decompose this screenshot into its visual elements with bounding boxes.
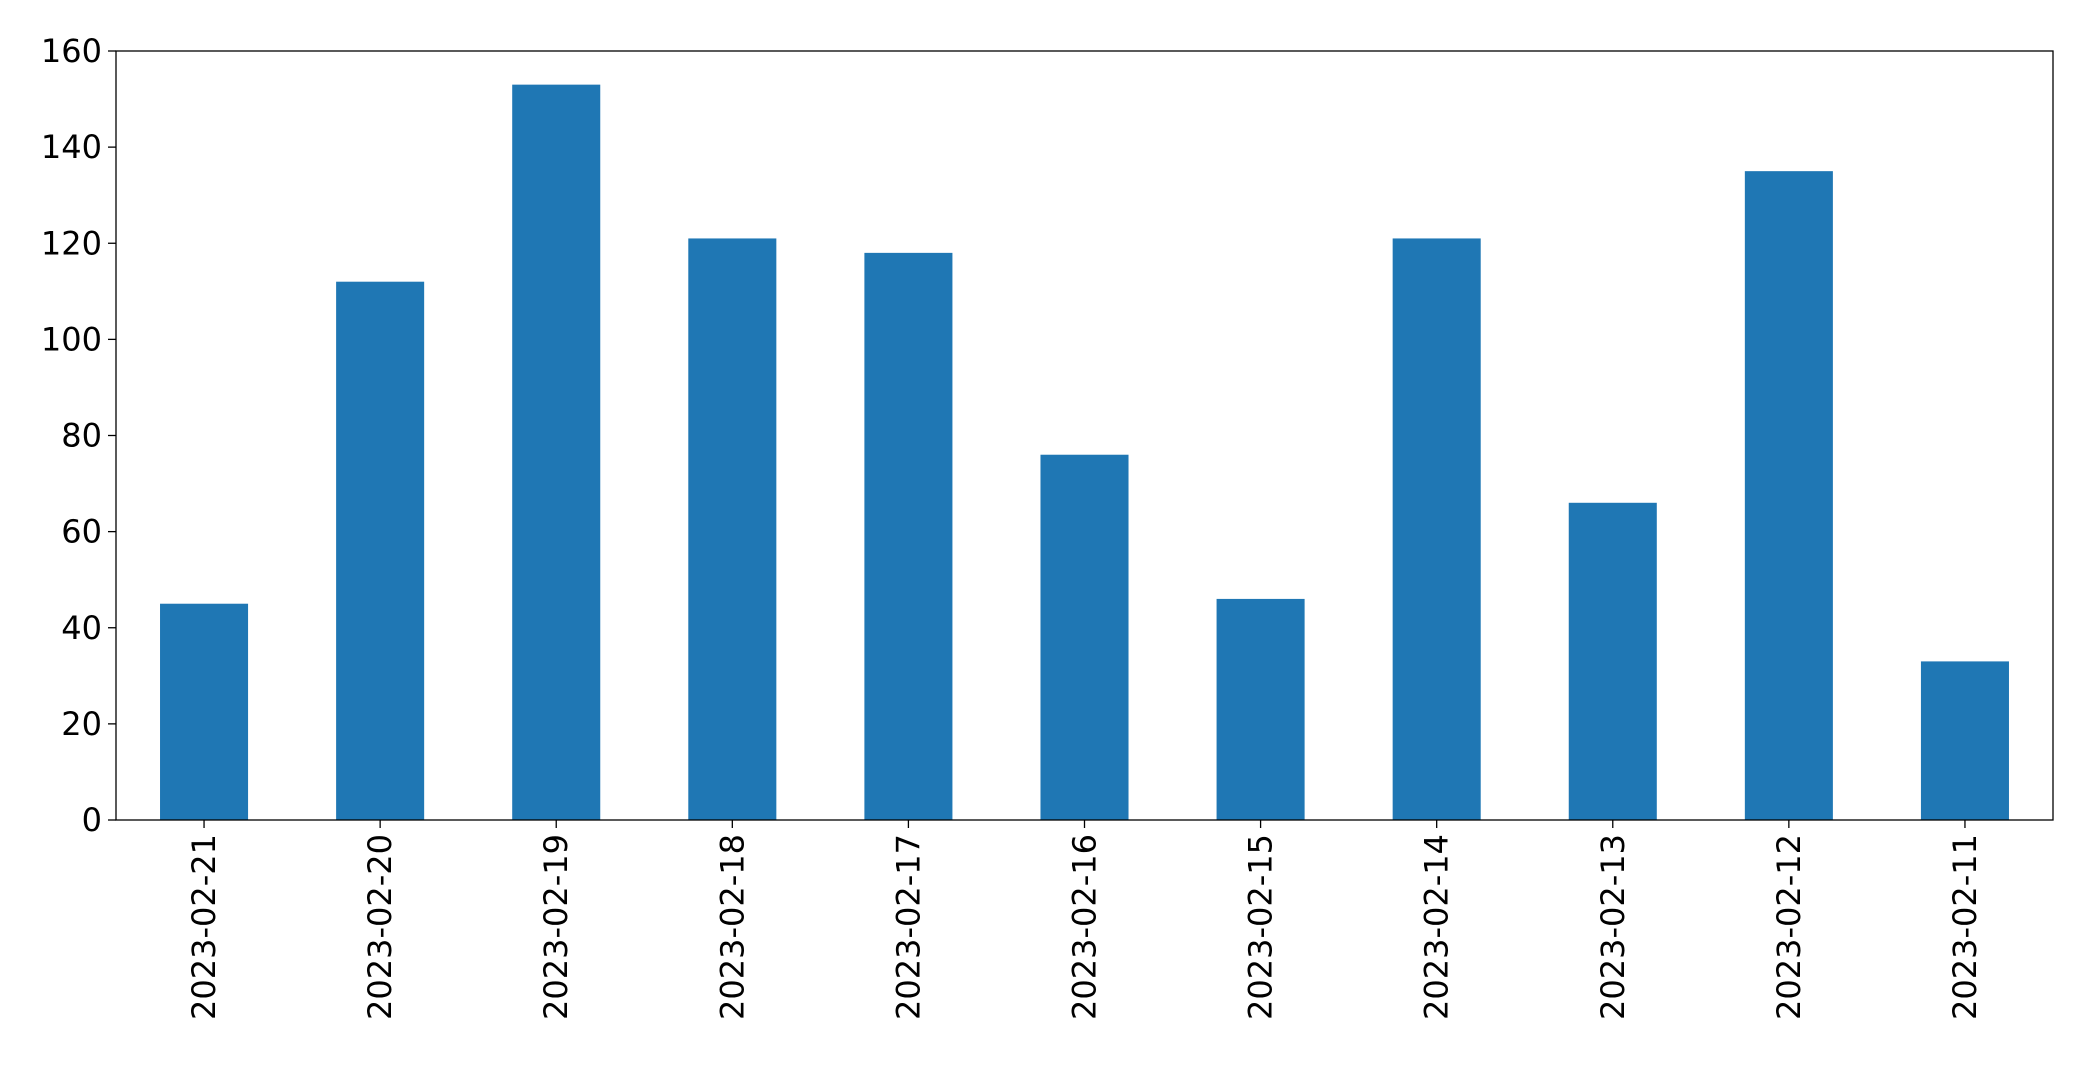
y-tick-label: 100	[41, 320, 102, 358]
bar	[1040, 454, 1129, 820]
bar	[864, 252, 953, 821]
x-tick-label: 2023-02-14	[1418, 834, 1456, 1020]
y-tick-label: 80	[61, 417, 102, 455]
x-tick-label: 2023-02-21	[185, 834, 223, 1020]
bar	[688, 238, 777, 821]
x-tick-label: 2023-02-18	[713, 834, 751, 1020]
x-tick-label: 2023-02-13	[1594, 834, 1632, 1020]
bar	[1920, 661, 2009, 820]
y-tick-label: 160	[41, 32, 102, 70]
x-tick-label: 2023-02-20	[361, 834, 399, 1020]
bar	[1216, 598, 1305, 820]
bar	[1744, 171, 1833, 820]
bar	[336, 281, 425, 820]
x-tick-label: 2023-02-16	[1066, 834, 1104, 1020]
x-tick-label: 2023-02-12	[1770, 834, 1808, 1020]
x-tick-label: 2023-02-15	[1242, 834, 1280, 1020]
bar	[1392, 238, 1481, 821]
bar	[1568, 502, 1657, 820]
y-tick-label: 40	[61, 609, 102, 647]
y-tick-label: 20	[61, 705, 102, 743]
bar	[512, 84, 601, 821]
bar	[160, 603, 249, 820]
y-tick-label: 0	[82, 801, 102, 839]
y-tick-label: 60	[61, 513, 102, 551]
y-tick-label: 140	[41, 128, 102, 166]
x-tick-label: 2023-02-17	[889, 834, 927, 1020]
x-tick-label: 2023-02-11	[1946, 834, 1984, 1020]
y-tick-label: 120	[41, 224, 102, 262]
plot-frame	[115, 50, 2054, 821]
x-tick-label: 2023-02-19	[537, 834, 575, 1020]
